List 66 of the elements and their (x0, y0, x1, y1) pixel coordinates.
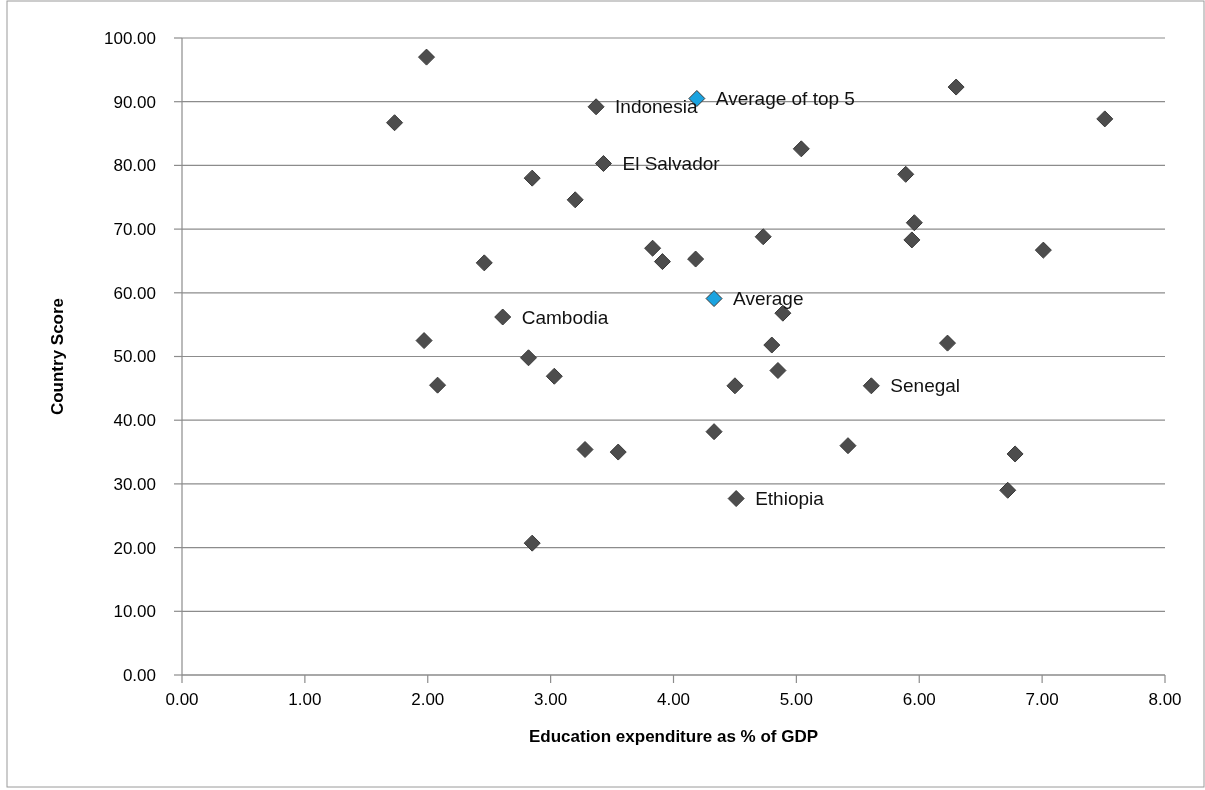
annotation: Average (733, 288, 804, 310)
y-axis-title: Country Score (48, 297, 67, 416)
y-tick-label: 80.00 (113, 156, 156, 176)
point (1006, 445, 1024, 463)
y-tick-label: 20.00 (113, 538, 156, 558)
point (897, 165, 915, 183)
point (754, 228, 772, 246)
point (862, 377, 880, 395)
point (576, 441, 594, 458)
x-tick-label: 6.00 (902, 690, 936, 709)
point (418, 48, 436, 66)
point (429, 376, 447, 394)
point (386, 114, 404, 132)
point (763, 336, 781, 354)
point (1096, 110, 1114, 128)
annotation: Indonesia (615, 96, 698, 118)
point (839, 437, 857, 455)
y-tick-label: 0.00 (122, 665, 156, 685)
annotation: El Salvador (622, 153, 721, 175)
point (903, 231, 921, 249)
point (644, 239, 662, 257)
point (523, 169, 541, 187)
point (726, 377, 744, 395)
point (475, 254, 493, 272)
point (687, 250, 705, 268)
x-tick-label: 7.00 (1025, 690, 1059, 709)
annotation: Average of top 5 (715, 88, 855, 110)
y-tick-label: 70.00 (113, 220, 156, 240)
point (520, 349, 538, 367)
point (947, 78, 965, 96)
point (939, 334, 957, 352)
y-tick-label: 60.00 (113, 283, 156, 303)
point (769, 362, 787, 380)
annotation: Ethiopia (755, 488, 825, 510)
x-tick-label: 4.00 (656, 690, 691, 709)
point (705, 423, 723, 441)
y-tick-label: 50.00 (113, 347, 156, 367)
y-tick-label: 100.00 (104, 28, 156, 48)
point (1034, 241, 1052, 259)
y-tick-label: 10.00 (113, 602, 156, 622)
point (566, 191, 584, 209)
point (587, 98, 605, 116)
y-tick-label: 90.00 (113, 92, 156, 112)
annotation: Senegal (890, 375, 961, 397)
y-tick-label: 40.00 (113, 411, 156, 431)
x-tick-label: 8.00 (1148, 690, 1182, 709)
point (594, 154, 612, 172)
point (523, 534, 541, 552)
point (727, 490, 745, 508)
x-tick-label: 5.00 (779, 690, 813, 709)
point (415, 332, 433, 350)
point (545, 367, 563, 385)
x-tick-label: 2.00 (411, 690, 445, 709)
point (609, 443, 627, 461)
annotation: Cambodia (521, 306, 609, 328)
x-tick-label: 3.00 (534, 690, 568, 709)
x-axis-title: Education expenditure as % of GDP (528, 727, 819, 746)
x-tick-label: 1.00 (288, 690, 322, 709)
point (494, 308, 512, 326)
point (705, 290, 723, 308)
point (999, 481, 1017, 499)
x-tick-label: 0.00 (165, 690, 199, 709)
point (792, 140, 810, 158)
point (653, 253, 671, 271)
point (905, 214, 923, 232)
y-tick-label: 30.00 (113, 474, 156, 494)
